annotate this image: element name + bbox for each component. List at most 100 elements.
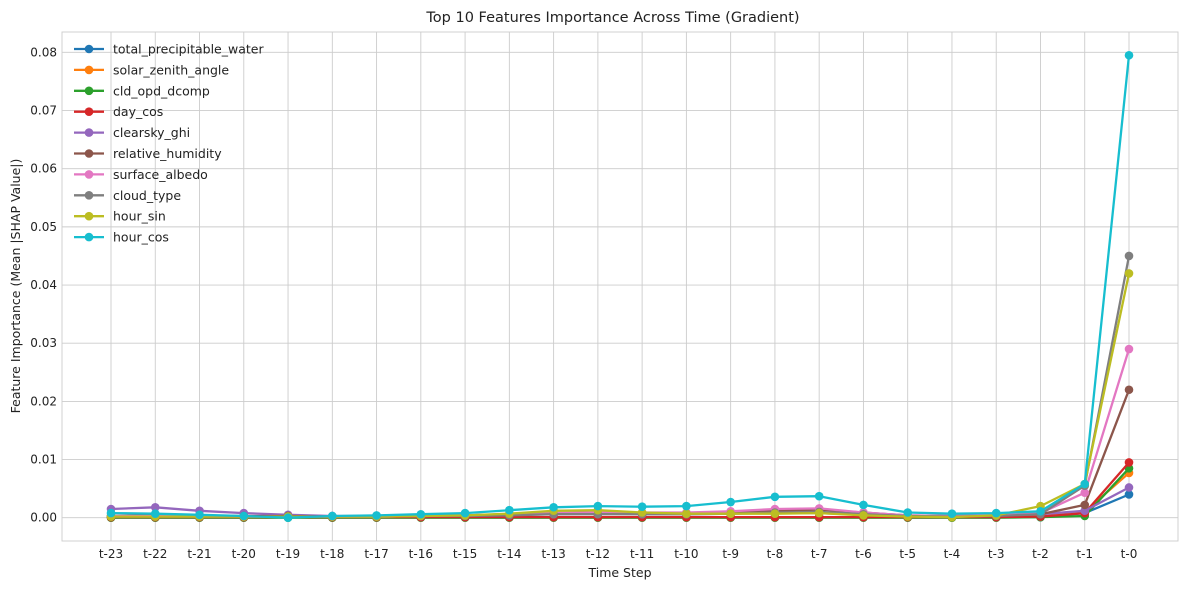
- y-tick-label: 0.05: [30, 220, 57, 234]
- y-tick-label: 0.01: [30, 453, 57, 467]
- legend-marker: [84, 107, 94, 116]
- chart-title: Top 10 Features Importance Across Time (…: [425, 10, 799, 26]
- legend-item: clearsky_ghi: [74, 125, 190, 140]
- data-point: [328, 511, 337, 521]
- legend-marker: [84, 65, 94, 75]
- x-axis-ticks: t-23 t-22 t-21 t-20 t-19 t-18 t-17 t-16 t-15 t-14…: [99, 547, 1137, 561]
- x-tick-label: t-23: [99, 547, 123, 561]
- x-tick-label: t-18: [320, 547, 344, 561]
- y-tick-label: 0.07: [30, 104, 57, 118]
- legend-item: solar_zenith_angle: [74, 62, 229, 77]
- legend-marker: [84, 191, 94, 200]
- data-point: [460, 508, 470, 518]
- x-tick-label: t-7: [811, 547, 828, 561]
- x-tick-label: t-10: [674, 547, 698, 561]
- legend-item: surface_albedo: [74, 167, 208, 182]
- data-point: [770, 509, 780, 518]
- data-point: [1124, 483, 1134, 492]
- series-line: [111, 273, 1131, 519]
- series-layer: [106, 50, 1134, 523]
- legend-label: surface_albedo: [113, 167, 208, 182]
- legend-label: solar_zenith_angle: [113, 62, 229, 77]
- x-tick-label: t-17: [364, 547, 388, 561]
- legend-marker: [84, 211, 94, 221]
- data-point: [1080, 500, 1090, 510]
- data-point: [1124, 385, 1134, 395]
- legend-label: cloud_type: [113, 188, 181, 203]
- data-point: [637, 502, 647, 511]
- x-tick-label: t-22: [143, 547, 167, 561]
- data-point: [1124, 50, 1134, 60]
- data-point: [1124, 490, 1134, 499]
- data-point: [505, 505, 514, 515]
- data-point: [1080, 488, 1090, 498]
- data-point: [903, 508, 912, 517]
- data-point: [1036, 507, 1045, 516]
- legend-label: clearsky_ghi: [113, 125, 190, 140]
- data-point: [150, 509, 160, 518]
- y-tick-label: 0.02: [30, 394, 57, 408]
- x-tick-label: t-15: [453, 547, 477, 561]
- x-tick-label: t-13: [541, 547, 565, 561]
- data-point: [947, 509, 957, 518]
- x-tick-label: t-9: [722, 547, 739, 561]
- data-point: [682, 509, 691, 518]
- x-tick-label: t-16: [409, 547, 433, 561]
- legend-label: relative_humidity: [113, 146, 222, 161]
- x-tick-label: t-11: [630, 547, 654, 561]
- legend: total_precipitable_water solar_zenith_ang…: [74, 42, 264, 245]
- series-relative_humidity: [106, 385, 1134, 521]
- data-point: [1124, 458, 1134, 467]
- data-point: [416, 509, 426, 519]
- legend-item: total_precipitable_water: [74, 42, 264, 57]
- legend-label: total_precipitable_water: [113, 42, 264, 57]
- x-tick-label: t-6: [855, 547, 872, 561]
- y-tick-label: 0.03: [30, 336, 57, 350]
- x-tick-label: t-14: [497, 547, 521, 561]
- y-tick-label: 0.00: [30, 511, 57, 525]
- legend-item: cloud_type: [74, 188, 181, 203]
- data-point: [814, 491, 824, 501]
- x-tick-label: t-0: [1121, 547, 1138, 561]
- data-point: [549, 502, 558, 512]
- data-point: [1124, 269, 1134, 278]
- x-tick-label: t-21: [187, 547, 211, 561]
- legend-label: hour_cos: [113, 230, 169, 245]
- series-cloud_type: [106, 251, 1134, 521]
- y-axis-ticks: 0.00 0.01 0.02 0.03 0.04 0.05 0.06 0.07 0.08: [30, 45, 57, 524]
- x-tick-label: t-4: [944, 547, 961, 561]
- data-point: [1124, 251, 1134, 261]
- data-point: [726, 509, 735, 518]
- x-tick-label: t-19: [276, 547, 300, 561]
- legend-item: cld_opd_dcomp: [74, 83, 210, 98]
- x-tick-label: t-20: [232, 547, 256, 561]
- data-point: [150, 502, 160, 512]
- x-tick-label: t-5: [899, 547, 916, 561]
- data-point: [372, 511, 381, 520]
- y-tick-label: 0.08: [30, 45, 57, 59]
- data-point: [1124, 344, 1134, 354]
- series-line: [111, 348, 1131, 518]
- legend-marker: [84, 86, 94, 96]
- data-point: [1080, 479, 1090, 489]
- legend-label: day_cos: [113, 104, 163, 119]
- data-point: [593, 501, 603, 511]
- data-point: [859, 500, 868, 510]
- legend-marker: [84, 128, 94, 137]
- legend-item: hour_sin: [74, 209, 166, 224]
- plot-area: [61, 31, 1179, 542]
- legend-marker: [84, 232, 94, 242]
- grid-lines: [62, 32, 1178, 541]
- x-tick-label: t-3: [988, 547, 1005, 561]
- y-tick-label: 0.04: [30, 278, 57, 292]
- x-tick-label: t-8: [767, 547, 784, 561]
- series-line: [110, 55, 1131, 519]
- legend-marker: [84, 170, 94, 179]
- legend-item: hour_cos: [74, 230, 169, 245]
- data-point: [195, 510, 204, 520]
- series-surface_albedo: [106, 344, 1134, 521]
- series-hour_sin: [106, 269, 1134, 522]
- x-tick-label: t-2: [1032, 547, 1049, 561]
